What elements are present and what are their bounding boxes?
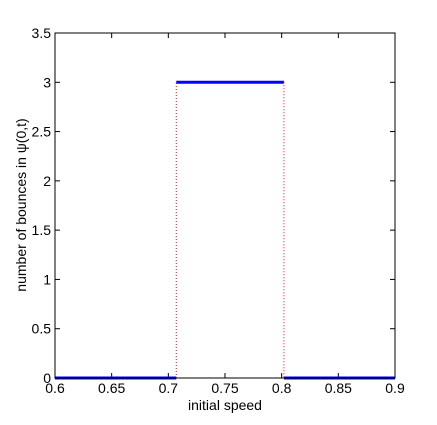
y-tick-label: 0.5 [32,321,52,337]
x-tick-label: 0.9 [385,380,405,396]
y-tick-label: 1 [43,271,51,287]
y-tick-label: 2.5 [32,124,52,140]
x-tick-label: 0.75 [211,380,238,396]
x-tick-label: 0.7 [159,380,179,396]
y-tick-label: 1.5 [32,222,52,238]
axes-frame [54,32,396,379]
x-tick-label: 0.65 [98,380,125,396]
y-tick-label: 2 [43,173,51,189]
plot-area [55,33,395,378]
y-tick-label: 3.5 [32,25,52,41]
series-line [175,82,285,378]
x-tick-label: 0.6 [45,380,65,396]
x-tick-label: 0.85 [325,380,352,396]
y-axis-label: number of bounces in ψ(0,t) [13,118,29,291]
x-tick-label: 0.8 [272,380,292,396]
x-axis-label: initial speed [188,397,262,413]
y-tick-label: 0 [43,370,51,386]
y-tick-label: 3 [43,74,51,90]
